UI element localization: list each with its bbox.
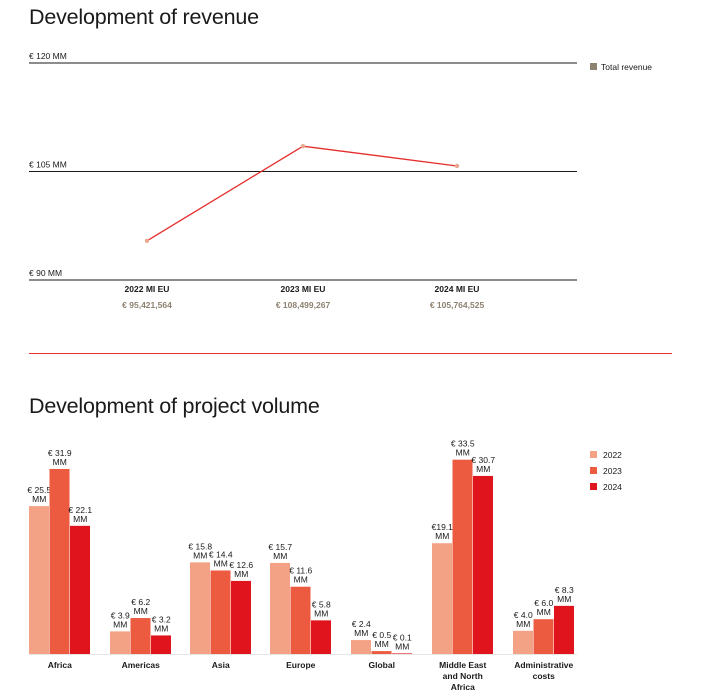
- bar-value-unit: MM: [214, 558, 228, 568]
- x-category-label: Middle East: [439, 660, 486, 670]
- bar-value-unit: MM: [53, 457, 67, 467]
- bar-value-label: € 6.0: [534, 598, 553, 608]
- x-category-label: and North: [443, 671, 483, 681]
- bar-2024: [392, 653, 412, 654]
- bar-2022: [513, 630, 533, 654]
- bar-value-unit: MM: [516, 619, 530, 629]
- bar-value-label: €19.1: [432, 522, 454, 532]
- bar-value-unit: MM: [193, 550, 207, 560]
- bar-value-unit: MM: [234, 569, 248, 579]
- bar-value-label: € 33.5: [451, 439, 475, 449]
- bar-value-unit: MM: [32, 494, 46, 504]
- bar-value-label: € 0.5: [372, 630, 391, 640]
- bar-value-label: € 4.0: [514, 610, 533, 620]
- bar-2022: [190, 562, 210, 654]
- x-category-label: Europe: [286, 660, 316, 670]
- legend-swatch-2024: [590, 483, 597, 490]
- value-label: € 108,499,267: [276, 300, 331, 310]
- legend-swatch-2023: [590, 467, 597, 474]
- bar-value-label: € 6.2: [131, 597, 150, 607]
- volume-chart-title: Development of project volume: [29, 394, 320, 418]
- bar-2022: [110, 631, 130, 654]
- bar-2024: [231, 580, 251, 654]
- data-point: [300, 143, 306, 149]
- x-category-label: 2023 MI EU: [281, 284, 326, 294]
- legend-label-2024: 2024: [603, 482, 622, 492]
- revenue-line-chart: € 120 MM € 105 MM € 90 MM 2022 MI EU € 95,42…: [29, 51, 652, 310]
- revenue-chart-title: Development of revenue: [29, 5, 259, 29]
- bar-value-unit: MM: [537, 607, 551, 617]
- bar-value-unit: MM: [154, 623, 168, 633]
- bar-value-unit: MM: [354, 628, 368, 638]
- x-category-label: 2024 MI EU: [435, 284, 480, 294]
- bar-value-label: € 11.6: [289, 566, 312, 576]
- bar-2024: [473, 475, 493, 654]
- y-tick-label: € 105 MM: [29, 160, 67, 170]
- section-divider: [29, 353, 672, 354]
- legend-label-total-revenue: Total revenue: [601, 62, 652, 72]
- bar-2023: [290, 586, 311, 654]
- bar-value-label: € 5.8: [312, 599, 331, 609]
- bar-value-label: € 25.5: [27, 485, 51, 495]
- bar-value-unit: MM: [557, 594, 571, 604]
- legend-label-2022: 2022: [603, 450, 622, 460]
- bar-2024: [70, 525, 90, 654]
- bar-2024: [151, 635, 171, 654]
- bar-value-unit: MM: [73, 514, 87, 524]
- x-category-label: Administrative: [514, 660, 573, 670]
- bar-value-unit: MM: [273, 551, 287, 561]
- bar-value-label: € 15.7: [268, 542, 292, 552]
- x-category-label: 2022 MI EU: [125, 284, 170, 294]
- bar-value-unit: MM: [294, 575, 308, 585]
- bar-value-label: € 30.7: [471, 455, 495, 465]
- bar-value-label: € 12.6: [229, 560, 253, 570]
- y-tick-label: € 120 MM: [29, 51, 67, 61]
- x-category-label: Asia: [212, 660, 230, 670]
- data-point: [144, 238, 150, 243]
- bar-value-label: € 15.8: [188, 541, 212, 551]
- y-tick-label: € 90 MM: [29, 268, 62, 278]
- bar-2024: [311, 620, 331, 654]
- bar-value-unit: MM: [476, 464, 490, 474]
- x-category-label: Africa: [48, 660, 72, 670]
- bar-value-unit: MM: [113, 619, 127, 629]
- bar-2022: [432, 543, 452, 654]
- bar-2023: [371, 651, 392, 654]
- bar-value-label: € 31.9: [48, 448, 72, 458]
- bar-value-unit: MM: [456, 448, 470, 458]
- bar-value-unit: MM: [375, 639, 389, 649]
- bar-value-unit: MM: [395, 641, 409, 651]
- bar-value-unit: MM: [314, 608, 328, 618]
- bar-value-unit: MM: [134, 606, 148, 616]
- x-category-label: Africa: [451, 682, 475, 692]
- legend-swatch-2022: [590, 451, 597, 458]
- bar-2023: [533, 619, 554, 654]
- value-label: € 105,764,525: [430, 300, 485, 310]
- bar-value-label: € 3.2: [152, 614, 171, 624]
- x-category-label: costs: [533, 671, 555, 681]
- x-category-label: Global: [369, 660, 395, 670]
- bar-value-label: € 2.4: [352, 619, 371, 629]
- data-point: [454, 163, 460, 169]
- bar-value-label: € 3.9: [111, 610, 130, 620]
- legend-label-2023: 2023: [603, 466, 622, 476]
- bar-2023: [49, 468, 70, 654]
- bar-2024: [554, 605, 574, 654]
- bar-2023: [452, 459, 473, 654]
- bar-value-label: € 22.1: [68, 505, 92, 515]
- bar-2023: [130, 618, 151, 654]
- bar-2022: [351, 640, 371, 654]
- x-category-label: Americas: [122, 660, 161, 670]
- bar-2023: [210, 570, 231, 654]
- bar-value-label: € 14.4: [209, 549, 233, 559]
- bar-2022: [270, 562, 290, 654]
- bar-value-label: € 0.1: [393, 632, 412, 642]
- bar-value-label: € 8.3: [555, 585, 574, 595]
- legend-swatch-total-revenue: [590, 63, 597, 70]
- bar-value-unit: MM: [435, 531, 449, 541]
- bar-2022: [29, 506, 49, 654]
- value-label: € 95,421,564: [122, 300, 172, 310]
